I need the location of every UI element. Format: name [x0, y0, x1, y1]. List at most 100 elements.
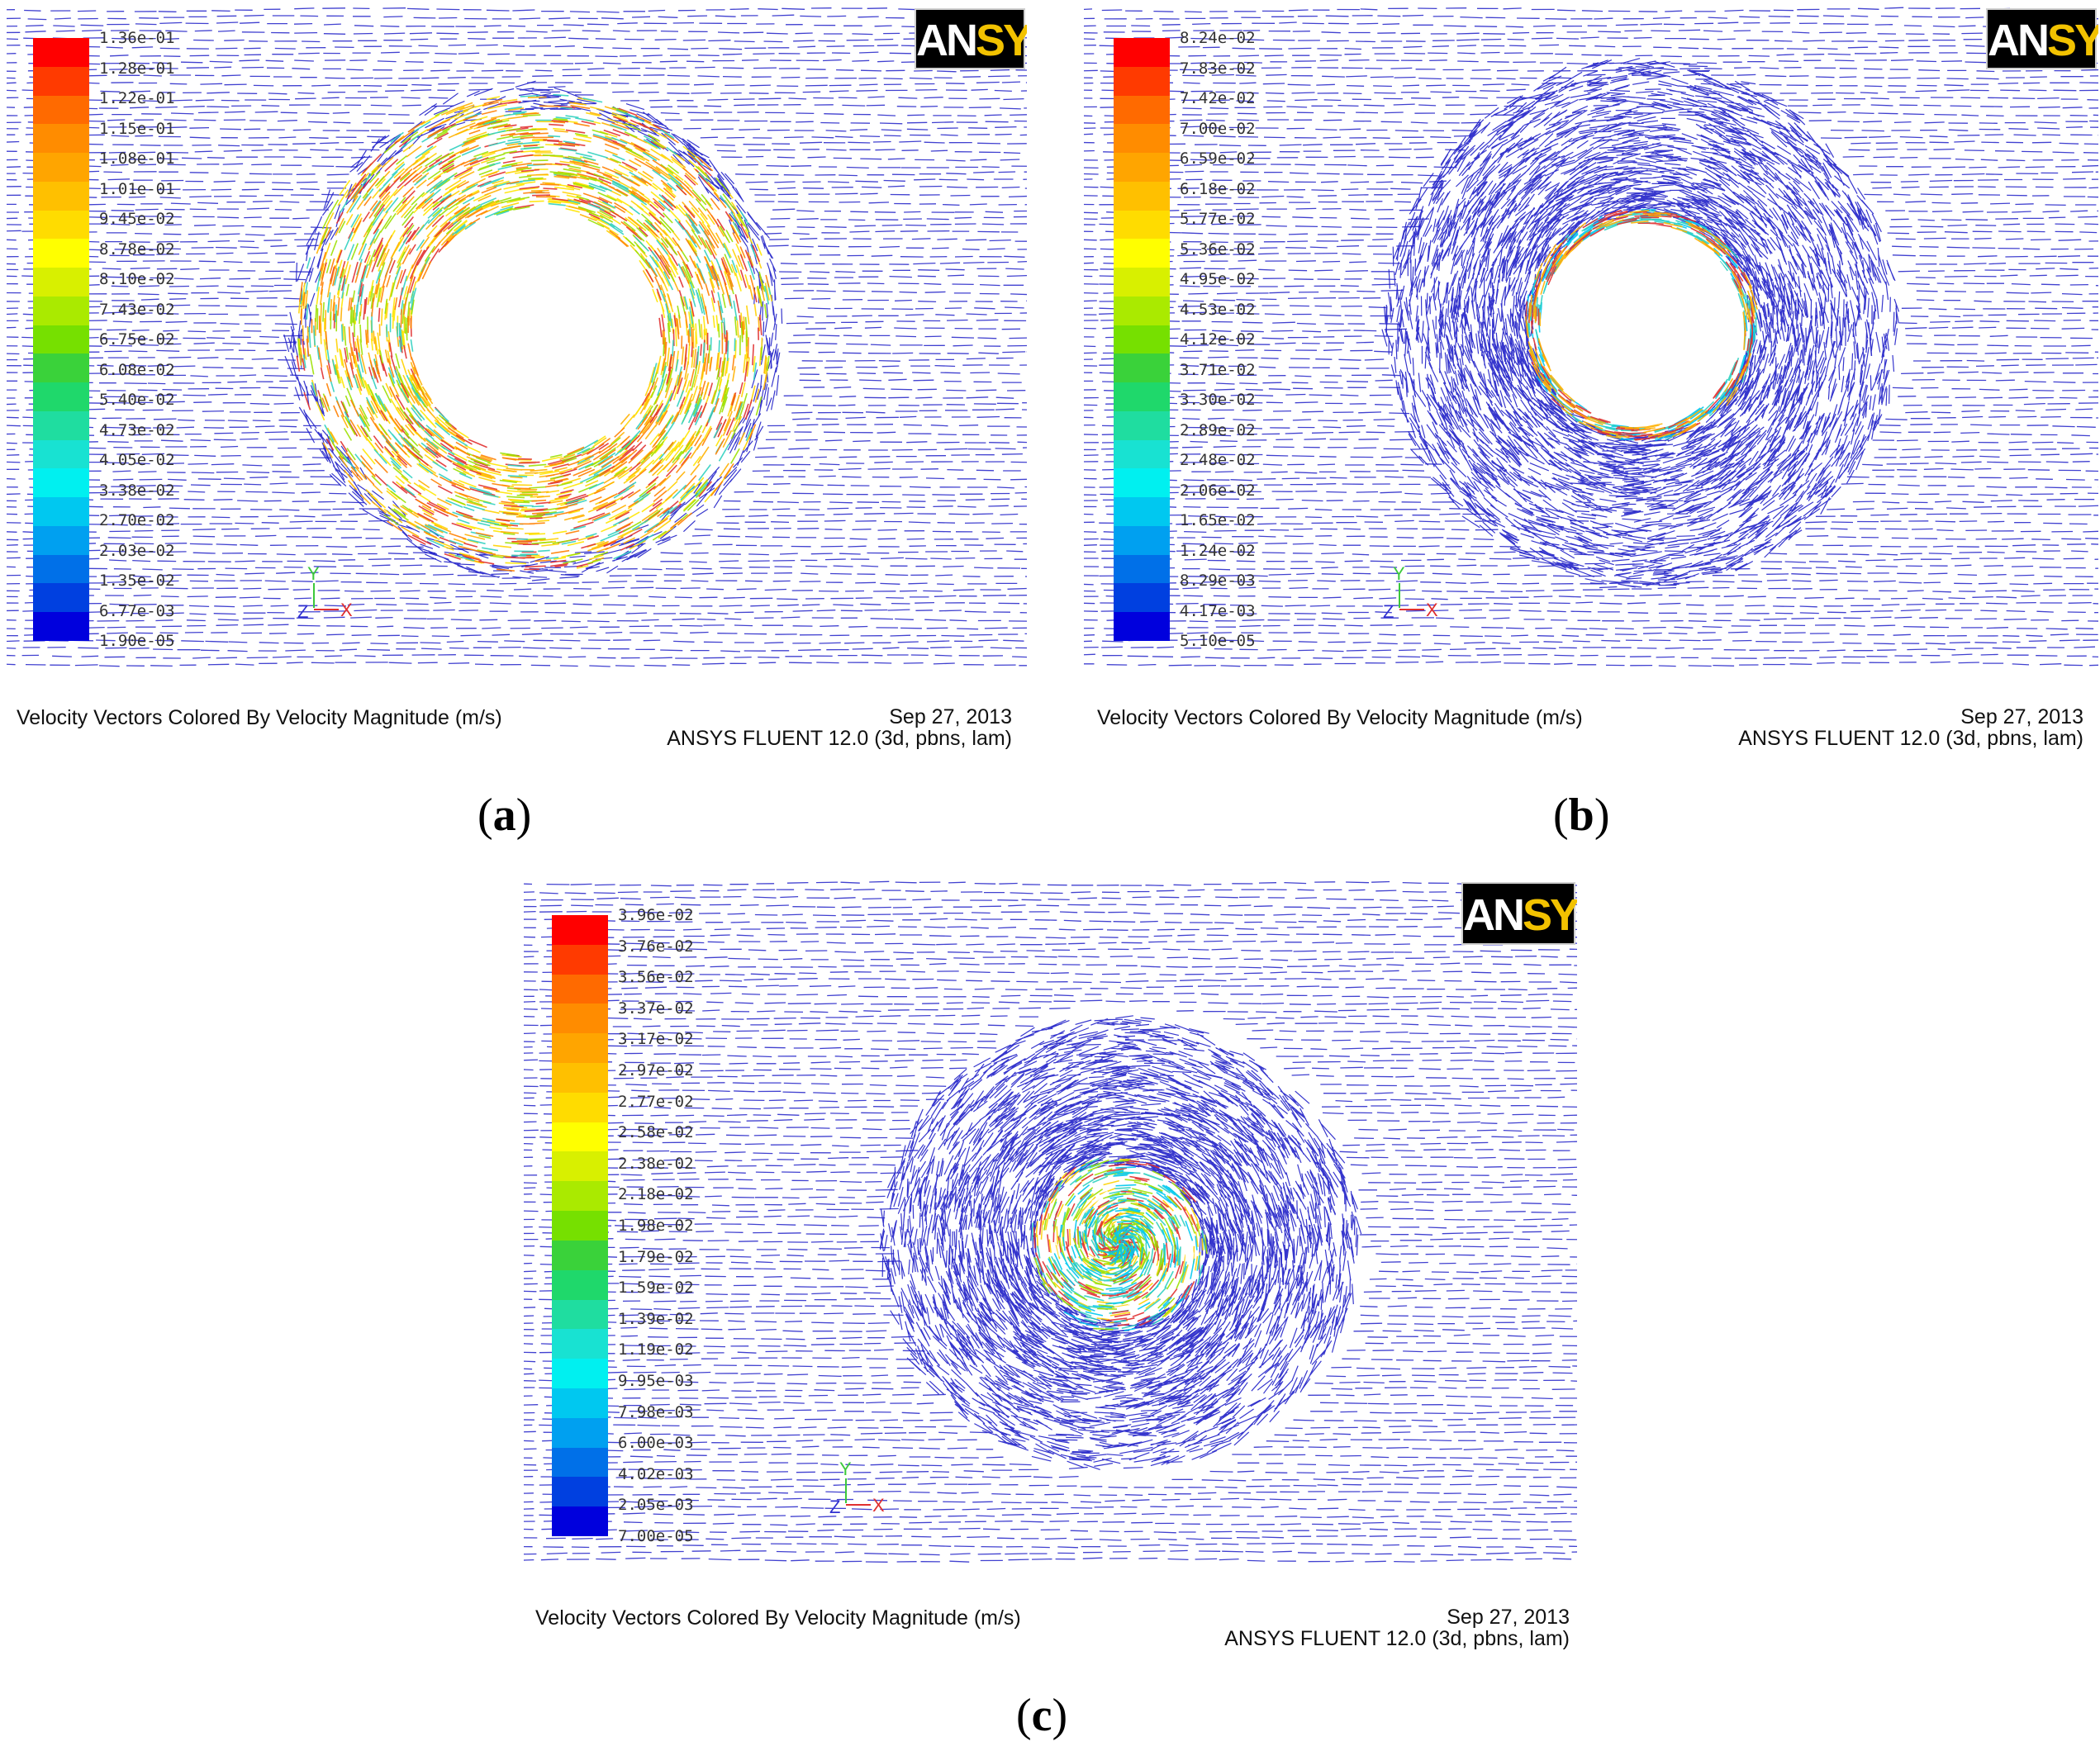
color-swatch [33, 325, 89, 354]
color-swatch [33, 181, 89, 211]
color-scale-tick: 1.19e-02 [618, 1340, 694, 1359]
panel-c: 3.96e-02 3.76e-02 3.56e-02 3.37e-02 3.17e-02… [520, 875, 1586, 1746]
color-scale-tick: 8.24e-02 [1180, 29, 1256, 47]
color-swatch [1114, 296, 1170, 326]
plot-solver-c: ANSYS FLUENT 12.0 (3d, pbns, lam) [1224, 1627, 1570, 1651]
color-swatch [33, 66, 89, 96]
color-scale-tick: 3.30e-02 [1180, 391, 1256, 409]
color-swatch [552, 1329, 608, 1359]
color-scale-tick: 8.29e-03 [1180, 572, 1256, 590]
color-scale-a: 1.36e-01 1.28e-01 1.22e-01 1.15e-01 1.08e-01… [33, 31, 198, 649]
color-swatch [33, 612, 89, 642]
color-swatch [552, 944, 608, 975]
color-scale-tick: 7.43e-02 [99, 300, 175, 319]
color-scale-tick: 7.98e-03 [618, 1402, 694, 1421]
color-scale-tick: 9.45e-02 [99, 210, 175, 228]
color-scale-tick: 1.08e-01 [99, 149, 175, 168]
color-swatch [33, 468, 89, 498]
color-scale-tick: 4.95e-02 [1180, 270, 1256, 288]
color-swatch [1114, 468, 1170, 498]
ansys-logo-b: ANSYS [1986, 8, 2098, 69]
plot-date-b: Sep 27, 2013 [1960, 705, 2083, 728]
color-scale-tick: 1.22e-01 [99, 89, 175, 107]
caption-b: (b) [1553, 790, 1610, 841]
color-scale-tick: 5.77e-02 [1180, 210, 1256, 228]
color-swatch [1114, 583, 1170, 613]
color-swatch [552, 1299, 608, 1330]
color-swatch [552, 1417, 608, 1449]
color-scale-tick: 5.10e-05 [1180, 632, 1256, 650]
color-scale-tick: 3.56e-02 [618, 968, 694, 987]
color-scale-tick: 4.02e-03 [618, 1464, 694, 1483]
color-scale-tick: 9.95e-03 [618, 1372, 694, 1390]
panel-b: 8.24e-02 7.83e-02 7.42e-02 7.00e-02 6.59e-02… [1074, 0, 2100, 851]
cylinder-hole [1541, 224, 1742, 425]
color-scale-tick: 5.36e-02 [1180, 240, 1256, 259]
color-scale-tick: 5.40e-02 [99, 391, 175, 409]
color-swatch [33, 38, 89, 68]
color-scale-tick: 1.65e-02 [1180, 511, 1256, 529]
color-swatch [33, 583, 89, 613]
plot-title-b: Velocity Vectors Colored By Velocity Mag… [1097, 706, 1583, 729]
caption-c: (c) [1016, 1690, 1068, 1741]
axis-triad-c: Y Z X [829, 1459, 904, 1525]
color-scale-tick: 3.37e-02 [618, 999, 694, 1018]
color-scale-tick: 1.79e-02 [618, 1247, 694, 1266]
color-swatch [33, 95, 89, 125]
color-scale-tick: 6.08e-02 [99, 360, 175, 379]
color-scale-tick: 4.05e-02 [99, 451, 175, 469]
color-swatch [33, 439, 89, 469]
ansys-logo-a: ANSYS [915, 8, 1027, 69]
color-scale-tick: 2.06e-02 [1180, 481, 1256, 500]
flow-vectors [7, 7, 1027, 667]
vector-plot-b: 8.24e-02 7.83e-02 7.42e-02 7.00e-02 6.59e-02… [1084, 7, 2098, 669]
axis-z-label: Z [1383, 601, 1394, 622]
plot-solver-b: ANSYS FLUENT 12.0 (3d, pbns, lam) [1738, 727, 2083, 751]
color-swatch [1114, 66, 1170, 96]
axis-x-label: X [1426, 600, 1438, 620]
color-swatch [33, 353, 89, 383]
color-swatch [552, 1240, 608, 1271]
plot-solver-a: ANSYS FLUENT 12.0 (3d, pbns, lam) [667, 727, 1012, 751]
color-scale-tick: 6.59e-02 [1180, 149, 1256, 168]
color-swatch [1114, 525, 1170, 556]
color-swatch [33, 153, 89, 183]
color-scale-tick: 7.42e-02 [1180, 89, 1256, 107]
color-swatch [1114, 325, 1170, 354]
color-swatch [1114, 239, 1170, 268]
color-scale-tick: 2.70e-02 [99, 511, 175, 529]
axis-x-label: X [340, 600, 353, 620]
color-swatch [1114, 353, 1170, 383]
color-swatch [33, 239, 89, 268]
color-scale-tick: 2.97e-02 [618, 1061, 694, 1079]
color-swatch [33, 210, 89, 240]
color-scale-tick: 1.59e-02 [618, 1279, 694, 1298]
axis-triad-a: Y Z X [297, 563, 372, 629]
color-scale-tick: 2.48e-02 [1180, 451, 1256, 469]
color-swatch [552, 1003, 608, 1034]
axis-triad-b: Y Z X [1383, 563, 1457, 629]
color-scale-tick: 1.98e-02 [618, 1217, 694, 1235]
vector-plot-c: 3.96e-02 3.76e-02 3.56e-02 3.37e-02 3.17e-02… [524, 880, 1577, 1571]
color-scale-tick: 7.00e-02 [1180, 119, 1256, 138]
color-scale-tick: 4.17e-03 [1180, 601, 1256, 620]
color-scale-tick: 4.53e-02 [1180, 300, 1256, 319]
color-swatch [1114, 612, 1170, 642]
color-swatch [33, 525, 89, 556]
color-scale-b: 8.24e-02 7.83e-02 7.42e-02 7.00e-02 6.59e-02… [1114, 31, 1279, 649]
cylinder-hole [416, 213, 655, 453]
color-swatch [552, 1063, 608, 1094]
color-scale-tick: 1.15e-01 [99, 119, 175, 138]
axis-x-label: X [872, 1495, 885, 1516]
vector-field-a [7, 7, 1027, 667]
color-scale-tick: 8.10e-02 [99, 270, 175, 288]
color-swatch [33, 124, 89, 154]
color-swatch [552, 1269, 608, 1300]
color-swatch [33, 554, 89, 584]
color-scale-tick: 7.00e-05 [618, 1527, 694, 1545]
color-scale-tick: 4.73e-02 [99, 420, 175, 439]
color-scale-tick: 1.90e-05 [99, 632, 175, 650]
color-swatch [1114, 410, 1170, 441]
color-scale-c: 3.96e-02 3.76e-02 3.56e-02 3.37e-02 3.17e-02… [552, 908, 717, 1544]
color-swatch [33, 497, 89, 527]
